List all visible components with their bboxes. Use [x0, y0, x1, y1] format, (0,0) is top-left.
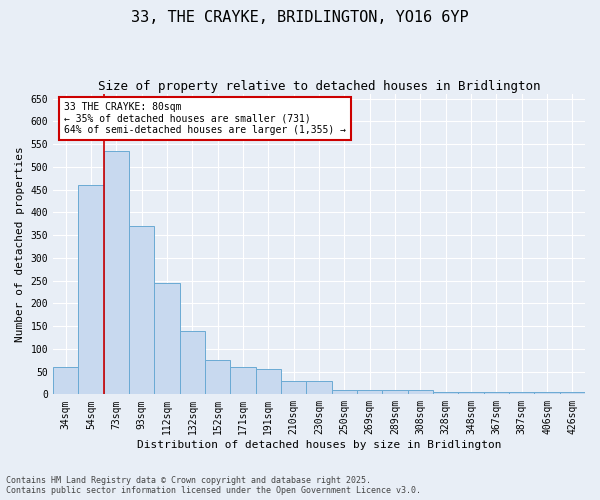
Bar [129, 226, 154, 394]
Bar [154, 283, 179, 395]
Bar [104, 151, 129, 394]
Bar [509, 392, 535, 394]
Bar [179, 330, 205, 394]
X-axis label: Distribution of detached houses by size in Bridlington: Distribution of detached houses by size … [137, 440, 501, 450]
Bar [484, 392, 509, 394]
Bar [307, 380, 332, 394]
Bar [357, 390, 382, 394]
Bar [332, 390, 357, 394]
Bar [560, 392, 585, 394]
Bar [535, 392, 560, 394]
Bar [458, 392, 484, 394]
Text: 33 THE CRAYKE: 80sqm
← 35% of detached houses are smaller (731)
64% of semi-deta: 33 THE CRAYKE: 80sqm ← 35% of detached h… [64, 102, 346, 135]
Text: Contains HM Land Registry data © Crown copyright and database right 2025.
Contai: Contains HM Land Registry data © Crown c… [6, 476, 421, 495]
Bar [433, 392, 458, 394]
Bar [256, 370, 281, 394]
Bar [281, 380, 307, 394]
Bar [230, 367, 256, 394]
Bar [53, 367, 79, 394]
Text: 33, THE CRAYKE, BRIDLINGTON, YO16 6YP: 33, THE CRAYKE, BRIDLINGTON, YO16 6YP [131, 10, 469, 25]
Bar [407, 390, 433, 394]
Bar [205, 360, 230, 394]
Bar [79, 185, 104, 394]
Y-axis label: Number of detached properties: Number of detached properties [15, 146, 25, 342]
Title: Size of property relative to detached houses in Bridlington: Size of property relative to detached ho… [98, 80, 540, 93]
Bar [382, 390, 407, 394]
